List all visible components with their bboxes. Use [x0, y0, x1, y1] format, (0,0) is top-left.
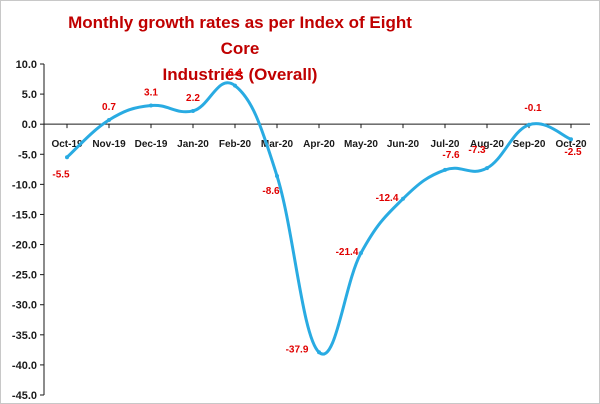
x-tick-label: Aug-20	[470, 139, 504, 150]
data-point	[527, 122, 531, 127]
y-tick-label: -35.0	[12, 330, 37, 342]
x-tick-label: Jul-20	[431, 139, 460, 150]
x-tick-label: Mar-20	[261, 139, 294, 150]
data-point	[401, 196, 405, 201]
x-tick-label: Nov-19	[92, 139, 126, 150]
data-point	[149, 103, 153, 108]
y-tick-label: -10.0	[12, 179, 37, 191]
data-label: -21.4	[336, 247, 359, 258]
data-label: -37.9	[286, 344, 309, 355]
data-point	[107, 117, 111, 122]
data-label: -8.6	[262, 186, 280, 197]
x-tick-label: Dec-19	[135, 139, 168, 150]
data-label: 0.7	[102, 102, 116, 113]
data-point	[65, 155, 69, 160]
data-label: 3.1	[144, 88, 158, 99]
y-tick-label: -20.0	[12, 240, 37, 252]
x-tick-label: Jun-20	[387, 139, 420, 150]
y-tick-label: 0.0	[22, 119, 37, 131]
y-tick-label: -30.0	[12, 300, 37, 312]
x-tick-label: Oct-19	[51, 139, 83, 150]
x-tick-label: Sep-20	[513, 139, 546, 150]
data-label: 2.2	[186, 93, 200, 104]
data-label: -12.4	[376, 193, 399, 204]
y-tick-label: -15.0	[12, 209, 37, 221]
x-tick-label: Jan-20	[177, 139, 209, 150]
x-tick-label: Feb-20	[219, 139, 252, 150]
data-point	[275, 173, 279, 178]
chart-title: Monthly growth rates as per Index of Eig…	[60, 10, 420, 88]
x-tick-label: Apr-20	[303, 139, 335, 150]
data-point	[233, 83, 237, 88]
data-label: -0.1	[524, 103, 542, 114]
data-labels: -5.50.73.1 2.26.4-8.6-37.9-21.4-12.4-7.6-…	[52, 68, 582, 356]
data-label: -7.3	[468, 145, 486, 156]
series	[65, 81, 573, 356]
y-tick-label: -45.0	[12, 390, 37, 402]
data-point	[317, 350, 321, 355]
data-point	[359, 250, 363, 255]
y-tick-label: -40.0	[12, 360, 37, 372]
chart-title-line-1: Monthly growth rates as per Index of Eig…	[68, 13, 412, 58]
data-point	[485, 166, 489, 171]
data-point	[443, 167, 447, 172]
axes: 10.0 5.0 0.0 -5.0 -10.0 -15.0 -20.0 -25.0 -30.0 -…	[12, 59, 590, 402]
x-tick-label: May-20	[344, 139, 378, 150]
data-label: -7.6	[442, 150, 460, 161]
data-point	[569, 137, 573, 142]
data-label: -2.5	[564, 147, 582, 158]
y-tick-label: -25.0	[12, 270, 37, 282]
data-label: -5.5	[52, 169, 70, 180]
y-tick-label: 5.0	[22, 89, 37, 101]
y-tick-label: -5.0	[18, 149, 37, 161]
x-tick-label: Oct-20	[555, 139, 587, 150]
data-label: 6.4	[228, 68, 242, 79]
data-point	[191, 108, 195, 113]
y-tick-label: 10.0	[16, 59, 37, 71]
series-line	[65, 81, 573, 356]
chart-title-line-2: Industries (Overall)	[162, 65, 318, 84]
